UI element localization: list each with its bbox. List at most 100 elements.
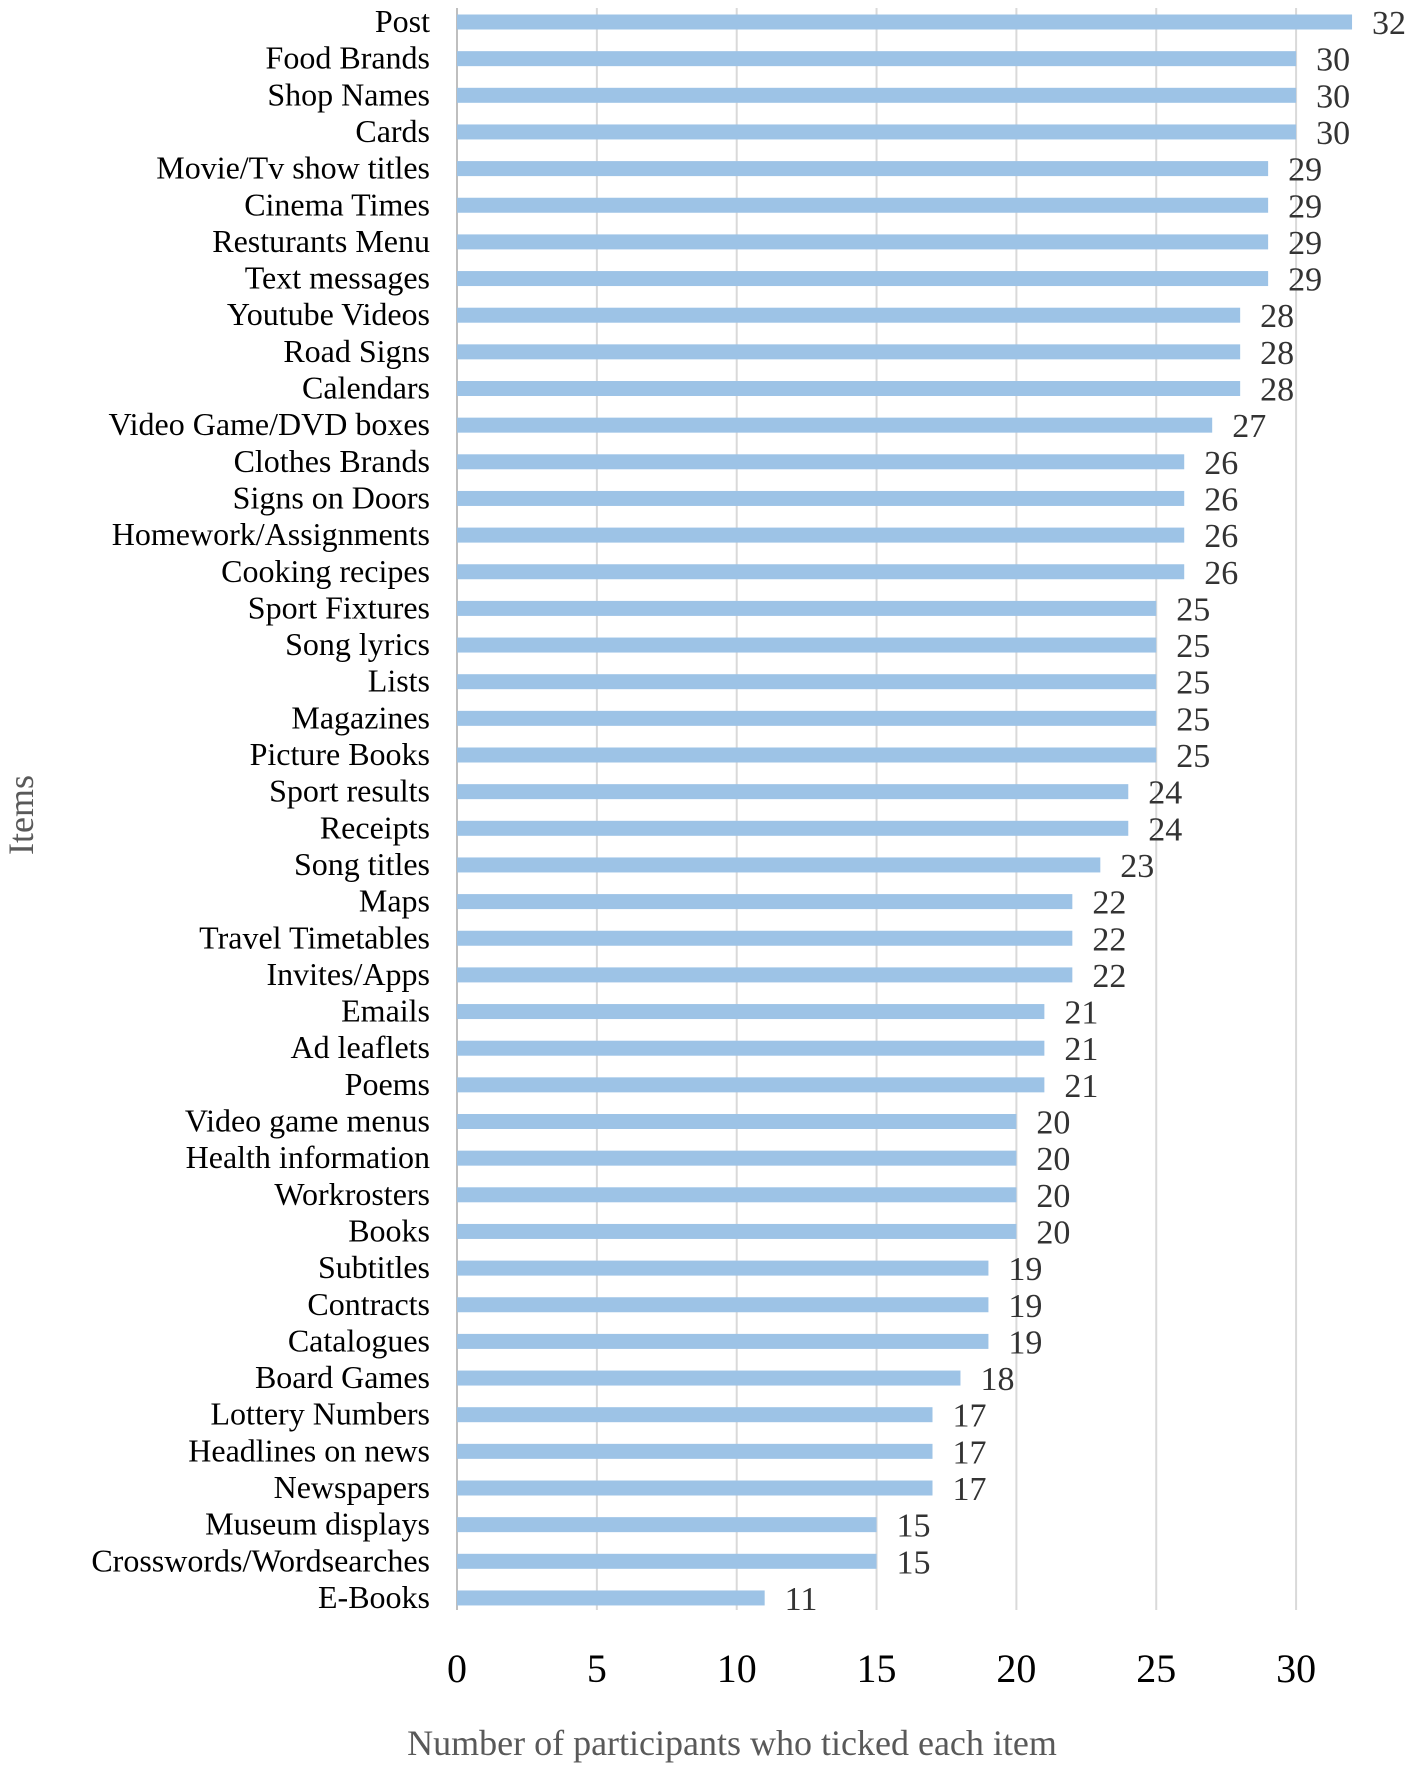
- value-label: 20: [1036, 1141, 1070, 1178]
- value-label: 19: [1008, 1288, 1042, 1325]
- value-label: 17: [952, 1471, 986, 1508]
- value-label: 30: [1316, 78, 1350, 115]
- bar: [457, 417, 1213, 433]
- bar: [457, 124, 1297, 140]
- bar: [457, 967, 1073, 983]
- bar: [457, 747, 1157, 763]
- value-label: 32: [1372, 5, 1406, 42]
- value-label: 25: [1176, 738, 1210, 775]
- bar: [457, 1223, 1017, 1239]
- category-label: Text messages: [245, 260, 430, 296]
- bar: [457, 820, 1129, 836]
- bar: [457, 1150, 1017, 1166]
- x-axis-title: Number of participants who ticked each i…: [407, 1723, 1057, 1763]
- bar: [457, 234, 1269, 250]
- category-label: Travel Timetables: [199, 919, 430, 955]
- bar: [457, 490, 1185, 506]
- bar: [457, 197, 1269, 213]
- bar: [457, 1407, 933, 1423]
- category-label: Signs on Doors: [233, 479, 430, 515]
- value-label: 18: [980, 1361, 1014, 1398]
- bar: [457, 271, 1269, 287]
- category-label: Crosswords/Wordsearches: [91, 1542, 430, 1578]
- category-label: Picture Books: [250, 736, 430, 772]
- category-label: Sport results: [269, 773, 430, 809]
- bar: [457, 1370, 961, 1386]
- category-label: Newspapers: [274, 1469, 430, 1505]
- value-label: 25: [1176, 701, 1210, 738]
- category-label: Subtitles: [318, 1249, 430, 1285]
- bar: [457, 1590, 765, 1606]
- value-label: 21: [1064, 1031, 1098, 1068]
- y-axis-title: Items: [1, 775, 41, 855]
- bar: [457, 344, 1241, 360]
- category-label: Magazines: [291, 699, 430, 735]
- category-label: Cooking recipes: [221, 553, 430, 589]
- x-tick-label: 5: [587, 1646, 607, 1691]
- bar: [457, 894, 1073, 910]
- category-label: Road Signs: [283, 333, 430, 369]
- value-label: 24: [1148, 811, 1182, 848]
- bar: [457, 1517, 877, 1533]
- category-label: Resturants Menu: [212, 223, 430, 259]
- category-label: Song titles: [294, 846, 430, 882]
- value-label: 17: [952, 1398, 986, 1435]
- bars: [457, 14, 1353, 1606]
- value-label: 26: [1204, 555, 1238, 592]
- value-label: 19: [1008, 1324, 1042, 1361]
- value-label: 22: [1092, 885, 1126, 922]
- bar: [457, 1260, 989, 1276]
- category-label: Receipts: [320, 809, 430, 845]
- value-labels: 3230303029292929282828272626262625252525…: [785, 5, 1406, 1618]
- bar: [457, 161, 1269, 177]
- category-label: Shop Names: [267, 76, 430, 112]
- value-label: 26: [1204, 445, 1238, 482]
- bar: [457, 784, 1129, 800]
- value-label: 25: [1176, 591, 1210, 628]
- bar: [457, 1114, 1017, 1129]
- category-label: Books: [348, 1212, 430, 1248]
- value-label: 21: [1064, 1068, 1098, 1105]
- value-label: 15: [897, 1544, 931, 1581]
- category-label: Food Brands: [266, 40, 430, 76]
- bar: [457, 1297, 989, 1313]
- value-label: 25: [1176, 665, 1210, 702]
- bar: [457, 527, 1185, 543]
- bar: [457, 1333, 989, 1349]
- bar: [457, 1480, 933, 1496]
- category-label: Cards: [355, 113, 430, 149]
- value-label: 29: [1288, 225, 1322, 262]
- category-label: Homework/Assignments: [112, 516, 430, 552]
- value-label: 20: [1036, 1105, 1070, 1142]
- x-tick-label: 0: [447, 1646, 467, 1691]
- category-label: Board Games: [255, 1359, 430, 1395]
- value-label: 21: [1064, 995, 1098, 1032]
- category-label: Poems: [345, 1066, 430, 1102]
- value-label: 26: [1204, 481, 1238, 518]
- bar: [457, 674, 1157, 690]
- value-label: 25: [1176, 628, 1210, 665]
- bar: [457, 307, 1241, 323]
- category-label: Song lyrics: [285, 626, 430, 662]
- value-label: 27: [1232, 408, 1266, 445]
- value-label: 29: [1288, 262, 1322, 299]
- value-label: 28: [1260, 372, 1294, 409]
- category-label: Sport Fixtures: [248, 589, 430, 625]
- bar: [457, 14, 1353, 30]
- category-label: Lottery Numbers: [211, 1396, 431, 1432]
- x-tick-label: 25: [1136, 1646, 1176, 1691]
- x-tick-labels: 0 5 10 15 20 25 30: [447, 1646, 1316, 1691]
- value-label: 28: [1260, 335, 1294, 372]
- bar: [457, 1040, 1045, 1056]
- bar: [457, 87, 1297, 103]
- value-label: 23: [1120, 848, 1154, 885]
- category-label: Health information: [186, 1139, 430, 1175]
- x-tick-label: 20: [996, 1646, 1036, 1691]
- category-label: Video Game/DVD boxes: [108, 406, 430, 442]
- category-label: Catalogues: [288, 1322, 430, 1358]
- bar: [457, 710, 1157, 726]
- bar: [457, 637, 1157, 653]
- category-label: Calendars: [302, 370, 430, 406]
- category-label: Youtube Videos: [227, 296, 430, 332]
